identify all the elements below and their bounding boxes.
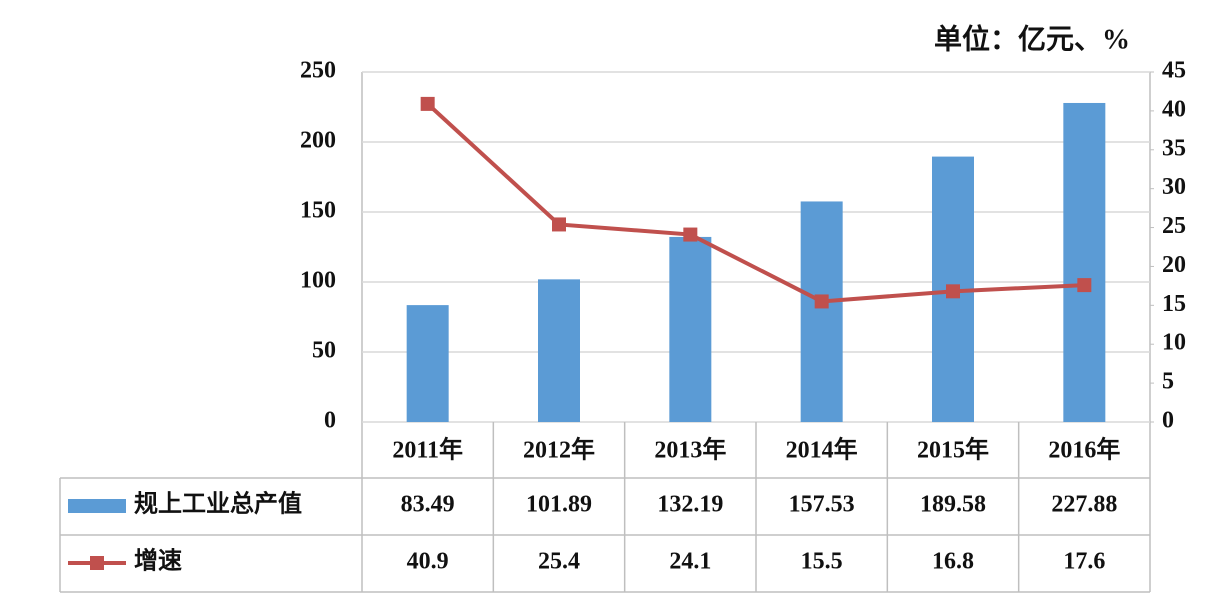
legend-swatch bbox=[90, 556, 104, 570]
y2-tick-label: 20 bbox=[1162, 252, 1186, 278]
table-value: 15.5 bbox=[801, 549, 843, 575]
y-tick-label: 200 bbox=[300, 128, 336, 154]
y2-tick-label: 5 bbox=[1162, 369, 1174, 395]
x-tick-label: 2014年 bbox=[786, 436, 858, 464]
bar bbox=[406, 305, 449, 422]
y-tick-label: 50 bbox=[312, 338, 336, 364]
marker bbox=[1077, 278, 1092, 293]
y-tick-label: 150 bbox=[300, 198, 336, 224]
table-value: 25.4 bbox=[538, 549, 580, 575]
y-tick-label: 250 bbox=[300, 58, 336, 84]
y-tick-label: 0 bbox=[324, 408, 336, 434]
marker bbox=[683, 227, 698, 242]
bar bbox=[1063, 102, 1106, 422]
legend-label: 规上工业总产值 bbox=[134, 490, 302, 518]
table-value: 101.89 bbox=[526, 492, 592, 518]
table-value: 189.58 bbox=[920, 492, 986, 518]
x-tick-label: 2016年 bbox=[1048, 436, 1120, 464]
line bbox=[426, 102, 1085, 304]
y2-tick-label: 35 bbox=[1162, 135, 1186, 161]
table-value: 227.88 bbox=[1051, 492, 1117, 518]
x-tick-label: 2015年 bbox=[917, 436, 989, 464]
y-tick-label: 100 bbox=[300, 268, 336, 294]
table-value: 24.1 bbox=[669, 549, 711, 575]
y2-tick-label: 10 bbox=[1162, 330, 1186, 356]
table-value: 132.19 bbox=[657, 492, 723, 518]
marker bbox=[420, 96, 435, 111]
y2-tick-label: 45 bbox=[1162, 58, 1186, 84]
marker bbox=[946, 284, 960, 299]
marker bbox=[814, 294, 829, 309]
x-tick-label: 2013年 bbox=[654, 436, 726, 464]
table-value: 157.53 bbox=[789, 492, 855, 518]
x-tick-label: 2011年 bbox=[392, 436, 463, 464]
bar bbox=[669, 236, 712, 422]
table-value: 40.9 bbox=[407, 549, 449, 575]
bar bbox=[538, 279, 580, 422]
y2-tick-label: 0 bbox=[1162, 408, 1174, 434]
bar bbox=[800, 201, 843, 422]
table-value: 83.49 bbox=[401, 492, 455, 518]
marker bbox=[552, 217, 566, 232]
y2-tick-label: 25 bbox=[1162, 213, 1186, 239]
table-value: 16.8 bbox=[932, 549, 974, 575]
legend-label: 增速 bbox=[134, 547, 182, 575]
y2-tick-label: 40 bbox=[1162, 96, 1186, 122]
y2-tick-label: 15 bbox=[1162, 291, 1186, 317]
unit-annotation: 单位：亿元、% bbox=[934, 22, 1130, 55]
legend-swatch bbox=[68, 499, 126, 513]
x-tick-label: 2012年 bbox=[523, 436, 595, 464]
y2-tick-label: 30 bbox=[1162, 174, 1186, 200]
table-value: 17.6 bbox=[1063, 549, 1105, 575]
